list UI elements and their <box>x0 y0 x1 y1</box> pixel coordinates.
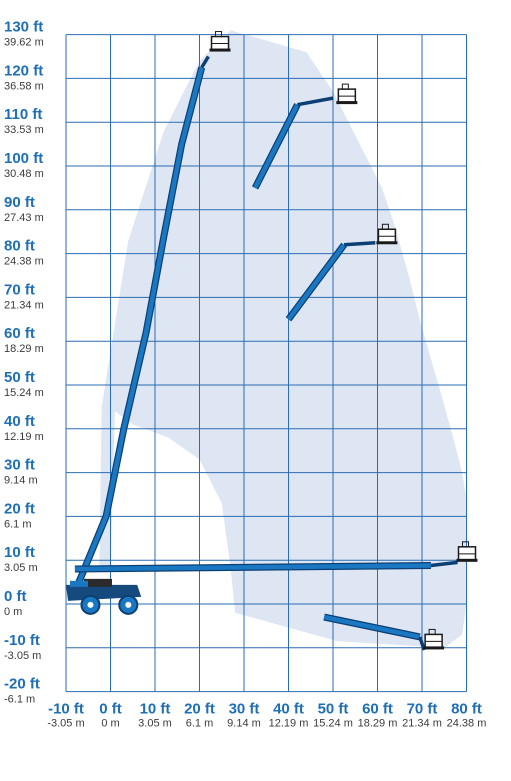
y-tick-label-m: 6.1 m <box>4 518 32 530</box>
jib <box>200 55 210 69</box>
y-tick-label-ft: 0 ft <box>4 588 27 605</box>
y-tick-label-ft: 80 ft <box>4 238 35 255</box>
x-tick-label-ft: 50 ft <box>318 701 349 718</box>
y-tick-label-ft: 130 ft <box>4 19 43 36</box>
y-tick-label-m: 24.38 m <box>4 256 44 268</box>
x-tick-label-m: -3.05 m <box>47 718 84 730</box>
y-tick-label-m: 0 m <box>4 606 22 618</box>
boom <box>253 103 300 189</box>
x-tick-label-ft: 70 ft <box>407 701 438 718</box>
y-tick-label-m: 36.58 m <box>4 80 44 92</box>
x-tick-label-m: 9.14 m <box>227 718 261 730</box>
y-tick-label-m: -3.05 m <box>4 650 41 662</box>
boom-positions <box>73 31 478 651</box>
envelope-area <box>99 30 467 648</box>
y-tick-label-ft: 20 ft <box>4 500 35 517</box>
y-tick-label-m: -6.1 m <box>4 694 35 706</box>
y-tick-label-ft: -20 ft <box>4 676 40 693</box>
y-tick-label-m: 33.53 m <box>4 124 44 136</box>
platform-basket <box>376 223 398 245</box>
y-tick-label-ft: 110 ft <box>4 106 42 123</box>
x-tick-label-m: 15.24 m <box>313 718 353 730</box>
jib <box>343 240 376 247</box>
y-tick-label-ft: 100 ft <box>4 150 43 167</box>
x-tick-label-ft: 10 ft <box>140 701 171 718</box>
x-axis-labels: -10 ft-3.05 m 0 ft0 m 10 ft3.05 m 20 ft6.1 … <box>47 701 486 730</box>
y-tick-label-ft: 50 ft <box>4 369 35 386</box>
y-tick-label-m: 18.29 m <box>4 343 44 355</box>
platform-basket <box>336 83 358 105</box>
y-tick-label-ft: 120 ft <box>4 62 43 79</box>
x-tick-label-m: 12.19 m <box>269 718 309 730</box>
x-tick-label-m: 6.1 m <box>186 718 214 730</box>
y-tick-label-ft: 30 ft <box>4 457 35 474</box>
y-tick-label-m: 27.43 m <box>4 212 44 224</box>
lift-chassis <box>66 578 142 615</box>
boom <box>286 243 346 321</box>
boom-position-max-height <box>73 31 231 588</box>
platform-basket <box>209 31 231 52</box>
turntable <box>84 578 112 587</box>
boom <box>75 66 204 588</box>
y-tick-label-ft: 40 ft <box>4 413 35 430</box>
y-tick-label-ft: 70 ft <box>4 281 35 298</box>
counterweight <box>70 580 88 587</box>
x-tick-label-m: 0 m <box>101 718 119 730</box>
boom-position-mid <box>285 223 398 322</box>
x-tick-label-m: 21.34 m <box>402 718 442 730</box>
x-tick-label-ft: 60 ft <box>362 701 393 718</box>
x-tick-label-m: 3.05 m <box>138 718 172 730</box>
boom-position-below-grade <box>323 613 445 651</box>
x-tick-label-m: 24.38 m <box>447 718 487 730</box>
y-tick-label-m: 9.14 m <box>4 475 38 487</box>
y-tick-label-ft: 90 ft <box>4 194 35 211</box>
y-tick-label-m: 39.62 m <box>4 37 44 49</box>
y-tick-label-m: 21.34 m <box>4 299 44 311</box>
x-tick-label-ft: 20 ft <box>184 701 215 718</box>
boom <box>323 614 421 640</box>
jib <box>430 560 458 568</box>
y-tick-label-ft: 10 ft <box>4 544 35 561</box>
platform-basket <box>456 541 478 562</box>
working-envelope <box>99 30 467 648</box>
x-tick-label-m: 18.29 m <box>358 718 398 730</box>
platform-basket <box>423 628 445 650</box>
y-tick-label-ft: -10 ft <box>4 632 40 649</box>
y-tick-label-m: 15.24 m <box>4 387 44 399</box>
jib <box>297 96 334 107</box>
boom <box>74 563 431 572</box>
y-tick-label-m: 3.05 m <box>4 562 38 574</box>
y-tick-label-m: 12.19 m <box>4 431 44 443</box>
x-tick-label-ft: 40 ft <box>273 701 304 718</box>
x-tick-label-ft: -10 ft <box>48 701 84 718</box>
x-tick-label-ft: 80 ft <box>451 701 482 718</box>
boom-position-upper-mid <box>251 83 358 190</box>
wheel <box>118 594 139 615</box>
y-tick-label-m: 30.48 m <box>4 168 44 180</box>
boom-position-horizontal <box>74 541 478 573</box>
x-tick-label-ft: 0 ft <box>99 701 122 718</box>
wheel <box>80 594 101 615</box>
x-tick-label-ft: 30 ft <box>229 701 260 718</box>
y-tick-label-ft: 60 ft <box>4 325 35 342</box>
